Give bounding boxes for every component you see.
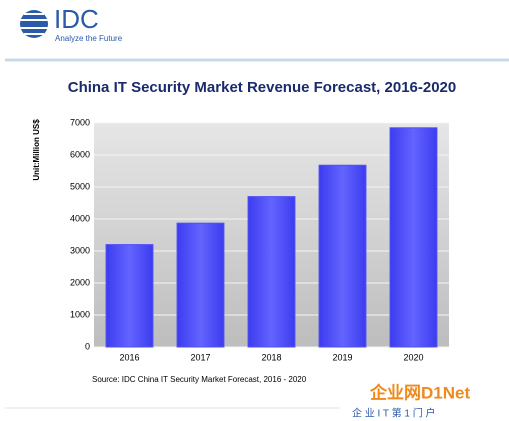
watermark-slogan: 企 业 I T 第 1 门 户 bbox=[352, 407, 436, 420]
y-axis-label: Unit:Million US$ bbox=[32, 119, 41, 181]
source: Source: IDC China IT Security Market For… bbox=[92, 375, 307, 384]
watermark-brand: 企业网D1Net bbox=[369, 382, 470, 402]
x-tick-label: 2016 bbox=[119, 352, 139, 362]
chart-title: China IT Security Market Revenue Forecas… bbox=[68, 79, 457, 96]
bar bbox=[318, 164, 367, 348]
y-tick-label: 1000 bbox=[70, 309, 90, 319]
y-tick-label: 7000 bbox=[70, 117, 90, 127]
y-tick-label: 5000 bbox=[70, 181, 90, 191]
x-tick-label: 2019 bbox=[332, 352, 352, 362]
y-tick-label: 4000 bbox=[70, 213, 90, 223]
bar bbox=[247, 196, 296, 348]
bar bbox=[176, 222, 225, 348]
y-tick-label: 0 bbox=[85, 341, 90, 351]
bar bbox=[389, 127, 438, 348]
logo-globe bbox=[20, 10, 48, 38]
y-tick-label: 6000 bbox=[70, 149, 90, 159]
y-tick-label: 3000 bbox=[70, 245, 90, 255]
x-tick-label: 2018 bbox=[261, 352, 281, 362]
x-tick-label: 2020 bbox=[403, 352, 423, 362]
logo-stripes bbox=[20, 13, 48, 35]
y-tick-label: 2000 bbox=[70, 277, 90, 287]
logo: IDC Analyze the Future bbox=[20, 4, 123, 43]
bar bbox=[105, 244, 154, 348]
logo-text: IDC bbox=[54, 4, 99, 34]
x-tick-label: 2017 bbox=[190, 352, 210, 362]
logo-tagline: Analyze the Future bbox=[55, 34, 123, 43]
